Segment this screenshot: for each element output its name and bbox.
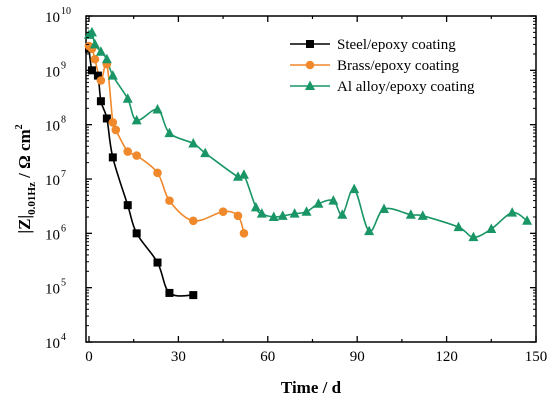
y-axis: 104 105 106 107 108 109 1010	[45, 6, 536, 352]
y-axis-title-unit: / Ω cm	[15, 129, 34, 182]
steel-data-point	[165, 288, 174, 297]
al-alloy-data-point	[164, 127, 175, 138]
y-tick-label: 106	[45, 223, 66, 243]
al-alloy-data-point	[200, 147, 211, 158]
al-alloy-data-point	[289, 208, 300, 218]
al-alloy-data-point	[152, 104, 163, 114]
steel-data-point	[132, 229, 141, 238]
y-axis-title-unit-exponent: 2	[14, 124, 25, 129]
series-markers	[83, 26, 533, 300]
steel-data-point	[102, 114, 111, 123]
legend-marker-brass	[305, 60, 315, 70]
y-tick-label: 108	[45, 115, 66, 135]
al-alloy-data-point	[486, 223, 497, 234]
y-axis-title: |Z|0.01Hz / Ω cm2	[14, 124, 38, 233]
steel-data-point	[189, 291, 198, 300]
x-axis-title: Time / d	[281, 378, 342, 397]
y-tick-label: 107	[45, 169, 66, 189]
y-tick-label: 109	[45, 60, 66, 80]
legend-label-brass: Brass/epoxy coating	[337, 58, 460, 74]
steel-data-point	[108, 153, 117, 162]
legend: Steel/epoxy coating Brass/epoxy coating Al…	[290, 37, 475, 95]
brass-data-point	[218, 207, 228, 217]
al-alloy-data-point	[122, 93, 133, 103]
al-alloy-data-point	[188, 138, 199, 148]
brass-data-point	[123, 147, 133, 156]
legend-marker-steel	[306, 40, 314, 48]
x-tick-label: 60	[260, 349, 275, 365]
x-tick-label: 0	[85, 349, 93, 365]
x-tick-label: 90	[350, 349, 365, 365]
y-axis-title-subscript: 0.01Hz	[26, 182, 38, 215]
al-alloy-data-point	[379, 203, 390, 214]
al-alloy-data-point	[301, 206, 312, 216]
al-alloy-data-point	[507, 207, 518, 217]
al-alloy-data-point	[417, 210, 428, 220]
brass-data-point	[165, 196, 174, 205]
al-alloy-data-point	[405, 209, 416, 219]
brass-data-point	[111, 125, 121, 135]
al-alloy-data-point	[313, 198, 324, 208]
al-alloy-data-point	[468, 231, 479, 242]
al-alloy-data-point	[453, 221, 464, 232]
brass-data-point	[96, 76, 106, 85]
al-alloy-data-point	[238, 169, 249, 179]
al-alloy-data-point	[337, 209, 348, 219]
steel-series-line	[88, 48, 194, 297]
legend-label-steel: Steel/epoxy coating	[337, 37, 456, 53]
al-alloy-data-point	[89, 38, 100, 49]
brass-data-point	[233, 211, 243, 221]
al-alloy-data-point	[328, 195, 339, 205]
brass-data-point	[90, 54, 100, 64]
al-alloy-data-point	[101, 53, 112, 64]
al-alloy-data-point	[95, 46, 106, 56]
legend-marker-al-alloy	[305, 80, 315, 90]
al-alloy-data-point	[131, 114, 142, 125]
steel-data-point	[96, 97, 105, 106]
x-tick-label: 120	[435, 349, 458, 365]
plot-area	[83, 15, 537, 343]
al-alloy-data-point	[349, 183, 360, 194]
steel-data-point	[93, 71, 102, 80]
al-alloy-data-point	[522, 215, 533, 225]
brass-data-point	[153, 168, 162, 178]
al-alloy-data-point	[268, 211, 279, 221]
brass-data-point	[108, 118, 118, 127]
al-alloy-data-point	[86, 26, 97, 37]
x-tick-label: 30	[171, 349, 186, 365]
steel-data-point	[153, 258, 162, 267]
y-tick-label: 104	[45, 332, 66, 352]
steel-data-point	[123, 201, 132, 210]
y-tick-label: 105	[45, 278, 66, 298]
al-alloy-data-point	[256, 208, 267, 218]
svg-text:|Z|0.01Hz / Ω cm2: |Z|0.01Hz / Ω cm2	[14, 124, 38, 233]
x-axis: 0 30 60 90 120 150	[85, 16, 547, 365]
al-alloy-data-point	[107, 70, 118, 80]
series-curves	[88, 31, 528, 297]
brass-data-point	[188, 216, 198, 226]
al-alloy-data-point	[277, 210, 288, 220]
brass-data-point	[132, 151, 141, 160]
al-alloy-data-point	[250, 201, 261, 212]
y-axis-title-main: |Z|	[15, 215, 34, 234]
y-tick-label: 1010	[45, 6, 71, 26]
x-tick-label: 150	[525, 349, 548, 365]
brass-data-point	[239, 229, 249, 238]
legend-label-al-alloy: Al alloy/epoxy coating	[337, 79, 475, 95]
al-alloy-data-point	[364, 225, 375, 236]
